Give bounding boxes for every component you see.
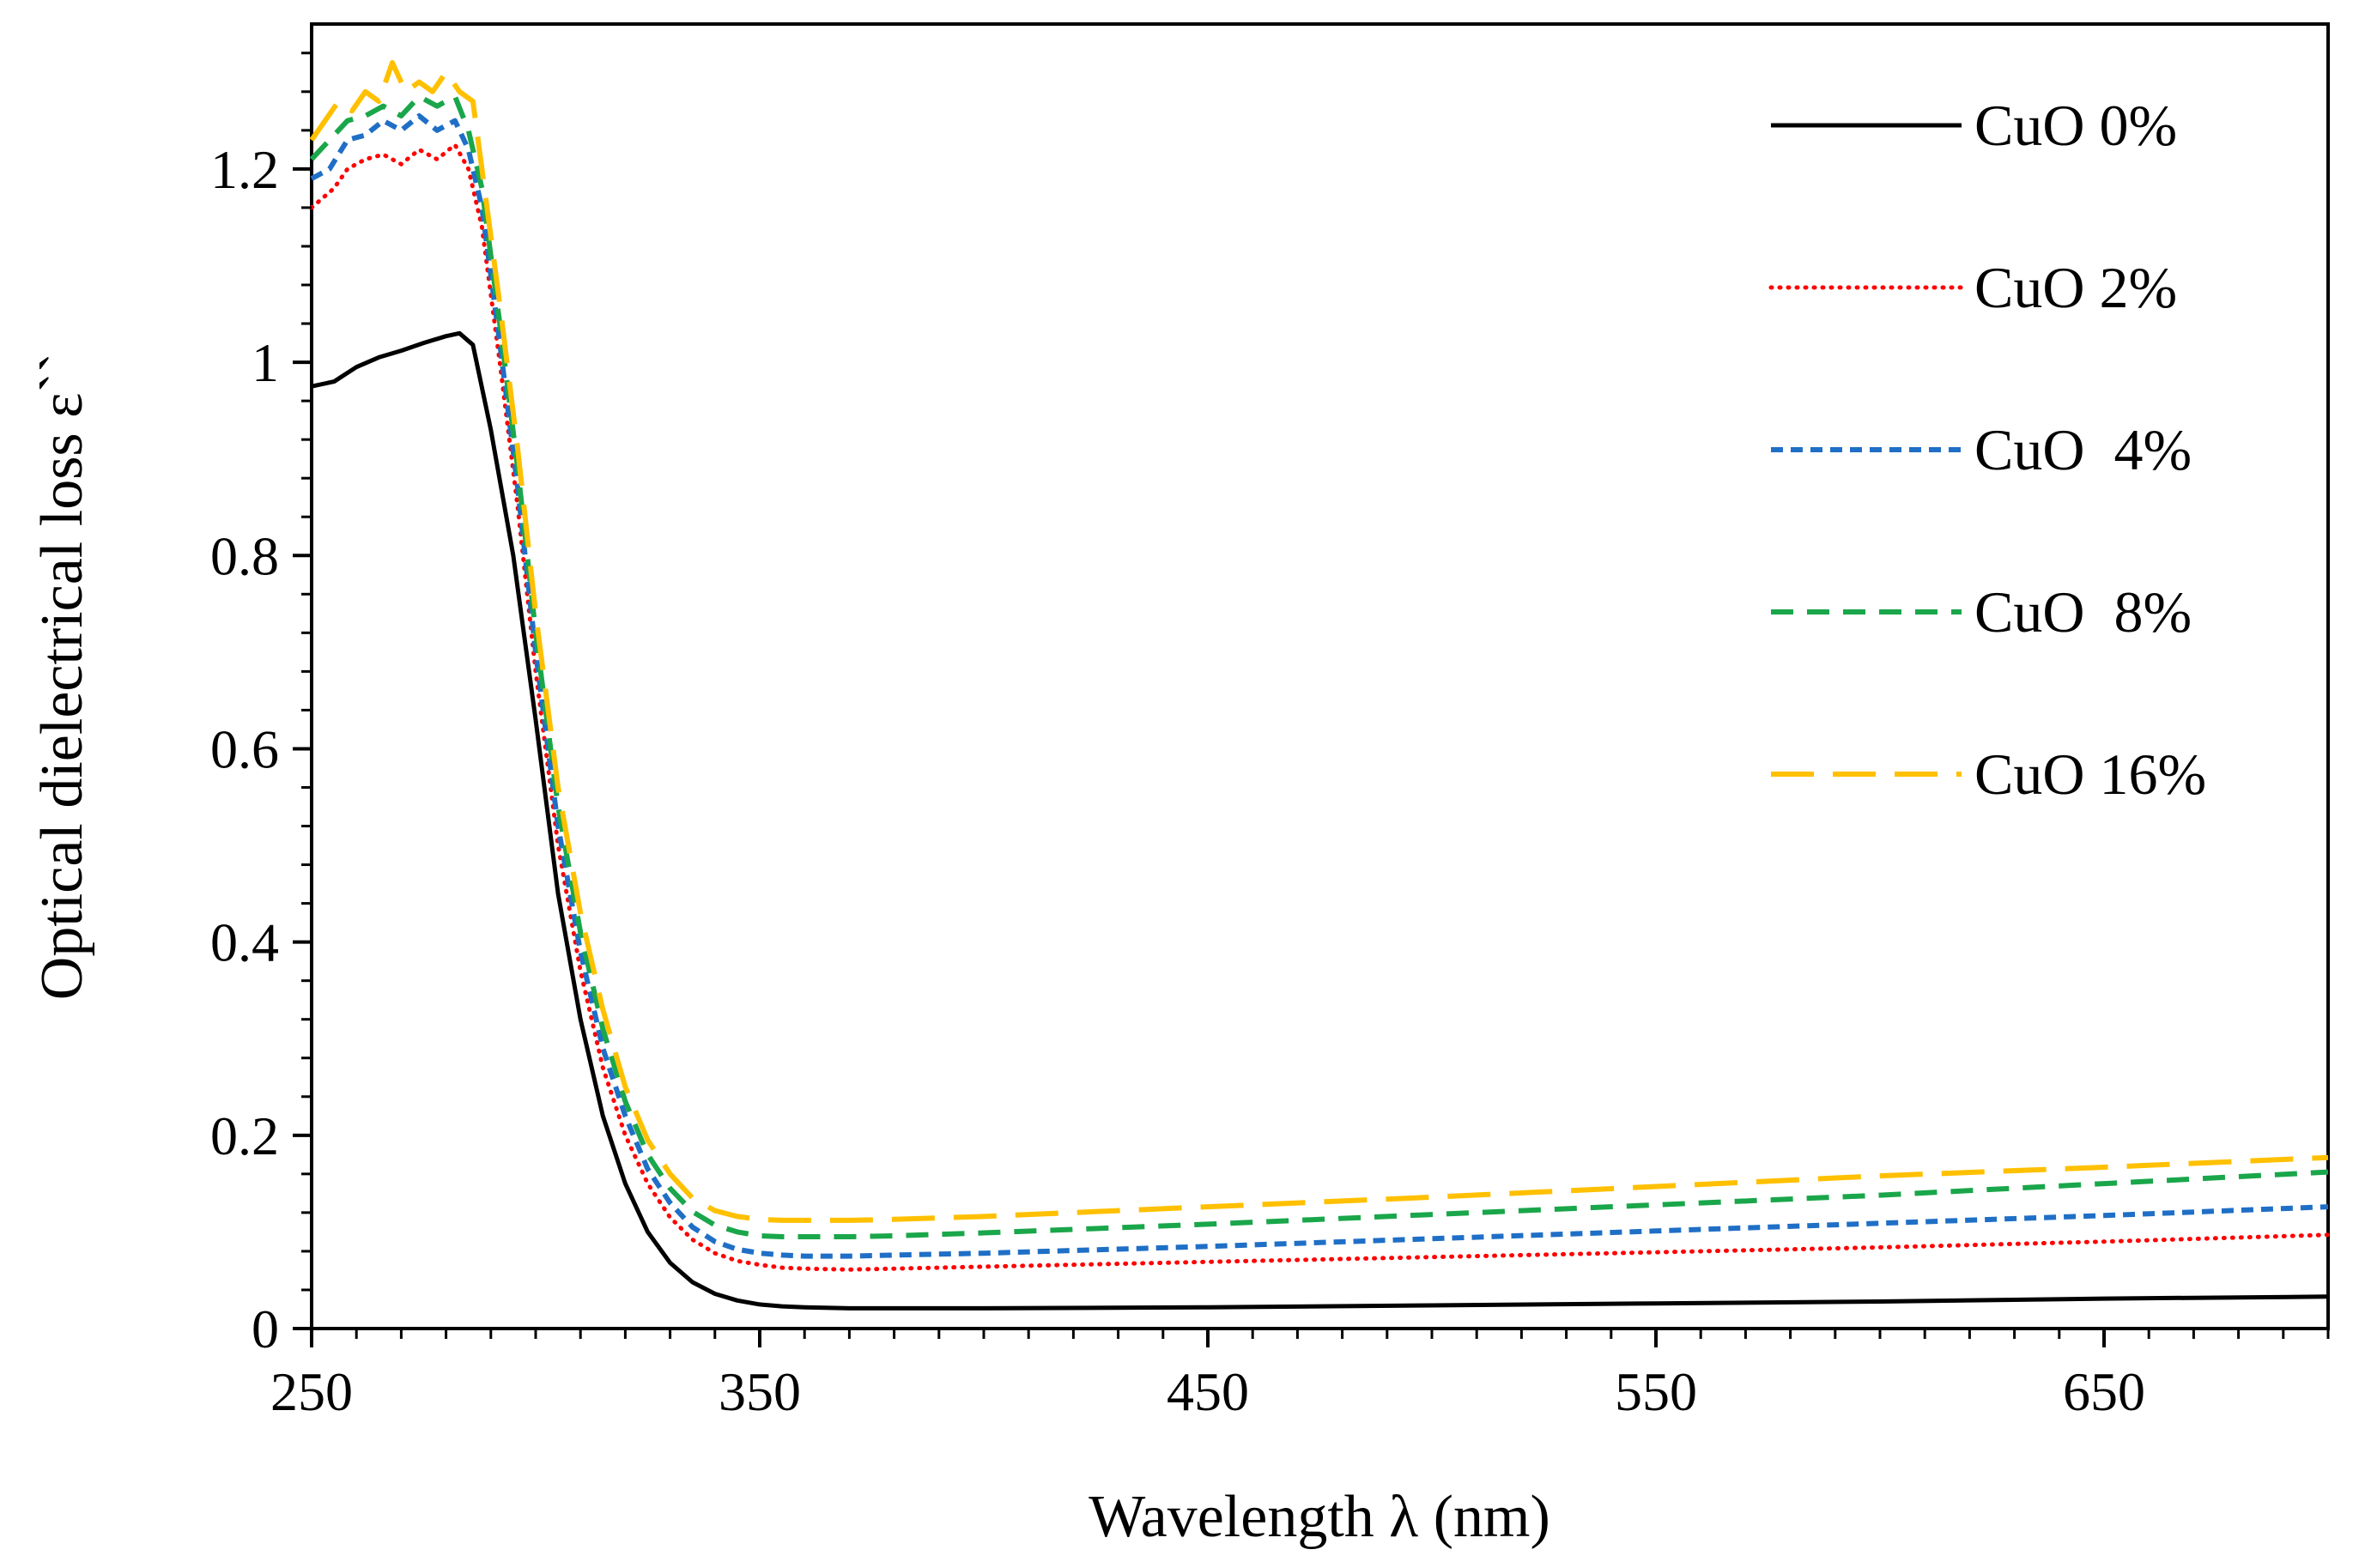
y-tick-label: 0.2 xyxy=(210,1105,279,1166)
x-tick-label: 450 xyxy=(1167,1361,1249,1422)
series-line-0 xyxy=(311,330,2329,1311)
y-tick-label: 0 xyxy=(252,1299,279,1359)
y-tick-label: 1.2 xyxy=(210,139,279,200)
x-tick-label: 250 xyxy=(270,1361,353,1422)
x-axis-title: Wavelength λ (nm) xyxy=(1089,1484,1550,1550)
x-tick-label: 350 xyxy=(719,1361,801,1422)
series-line-4 xyxy=(309,60,2329,1223)
y-tick-label: 0.6 xyxy=(210,718,279,779)
y-tick-label: 0.4 xyxy=(210,912,279,973)
series-line-1 xyxy=(309,142,2331,1272)
x-tick-label: 550 xyxy=(1615,1361,1697,1422)
ticks-layer: 250 350 450 550 650 0 0.2 0.4 0.6 0.8 1 1.2 xyxy=(210,51,2330,1422)
x-tick-label: 650 xyxy=(2063,1361,2145,1422)
legend-label-3: CuO 8% xyxy=(1974,579,2192,645)
legend-label-1: CuO 2% xyxy=(1974,255,2177,320)
y-tick-label: 1 xyxy=(252,332,279,393)
legend: CuO 0% CuO 2% CuO 4% CuO 8% CuO 16% xyxy=(1768,93,2206,807)
series-line-2 xyxy=(310,113,2329,1259)
series-line-3 xyxy=(309,94,2329,1239)
plot-frame xyxy=(310,22,2330,1330)
y-axis-title: Optical dielectrical loss ε`` xyxy=(29,353,95,1000)
legend-label-2: CuO 4% xyxy=(1974,417,2192,482)
legend-label-0: CuO 0% xyxy=(1974,93,2177,158)
series-layer xyxy=(309,60,2331,1311)
y-tick-label: 0.8 xyxy=(210,525,279,586)
legend-label-4: CuO 16% xyxy=(1974,742,2206,807)
